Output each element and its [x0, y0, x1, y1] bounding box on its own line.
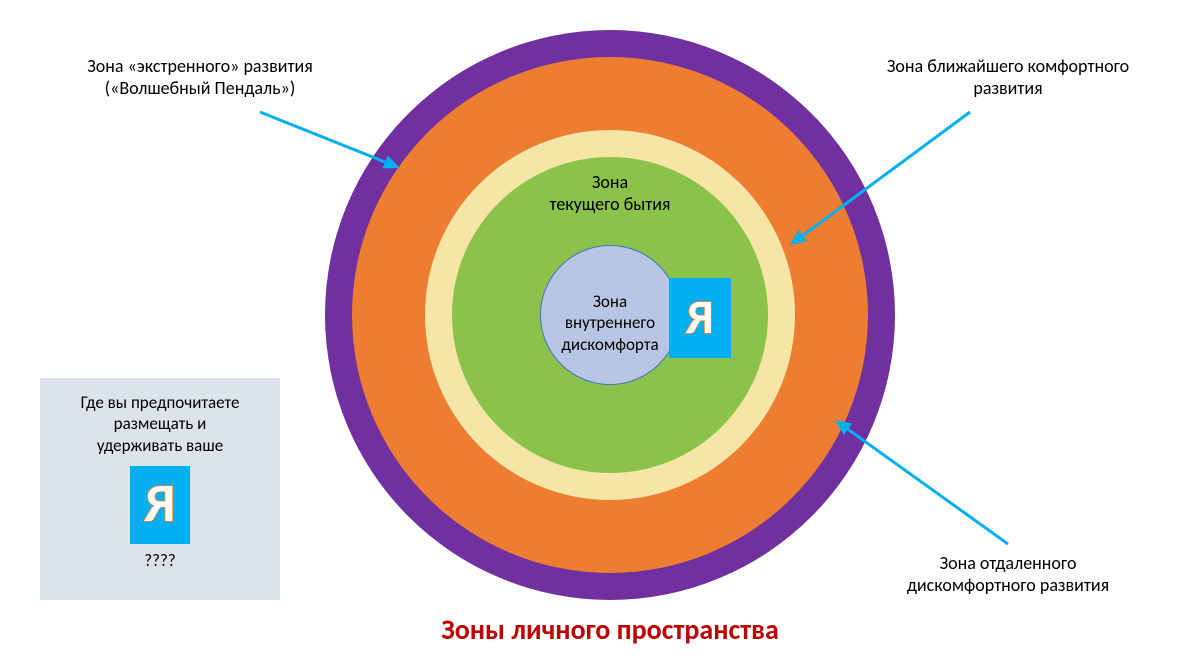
svg-text:Я: Я	[143, 470, 176, 536]
ya-badge-diagram: Я	[669, 278, 731, 358]
diagram-title: Зоны личного пространства	[310, 612, 910, 647]
diagram-stage: { "canvas": { "width": 1183, "height": 6…	[0, 0, 1183, 666]
question-box: Где вы предпочитаете размещать и удержив…	[40, 378, 280, 600]
question-box-bottom-text: ????	[50, 550, 270, 571]
ya-glyph-icon: Я	[669, 278, 731, 358]
callout-emergency: Зона «экстренного» развития («Волшебный …	[35, 55, 365, 100]
callout-distant: Зона отдаленного дискомфортного развития	[848, 552, 1168, 597]
question-box-top-text: Где вы предпочитаете размещать и удержив…	[50, 392, 270, 456]
callout-comfort: Зона ближайшего комфортного развития	[843, 55, 1173, 100]
ya-glyph-icon: Я	[130, 466, 190, 544]
zone-label-green: Зона текущего бытия	[510, 171, 710, 216]
ya-badge-question: Я	[130, 466, 190, 544]
svg-text:Я: Я	[685, 287, 714, 346]
zone-label-inner: Зона внутреннего дискомфорта	[530, 291, 690, 355]
